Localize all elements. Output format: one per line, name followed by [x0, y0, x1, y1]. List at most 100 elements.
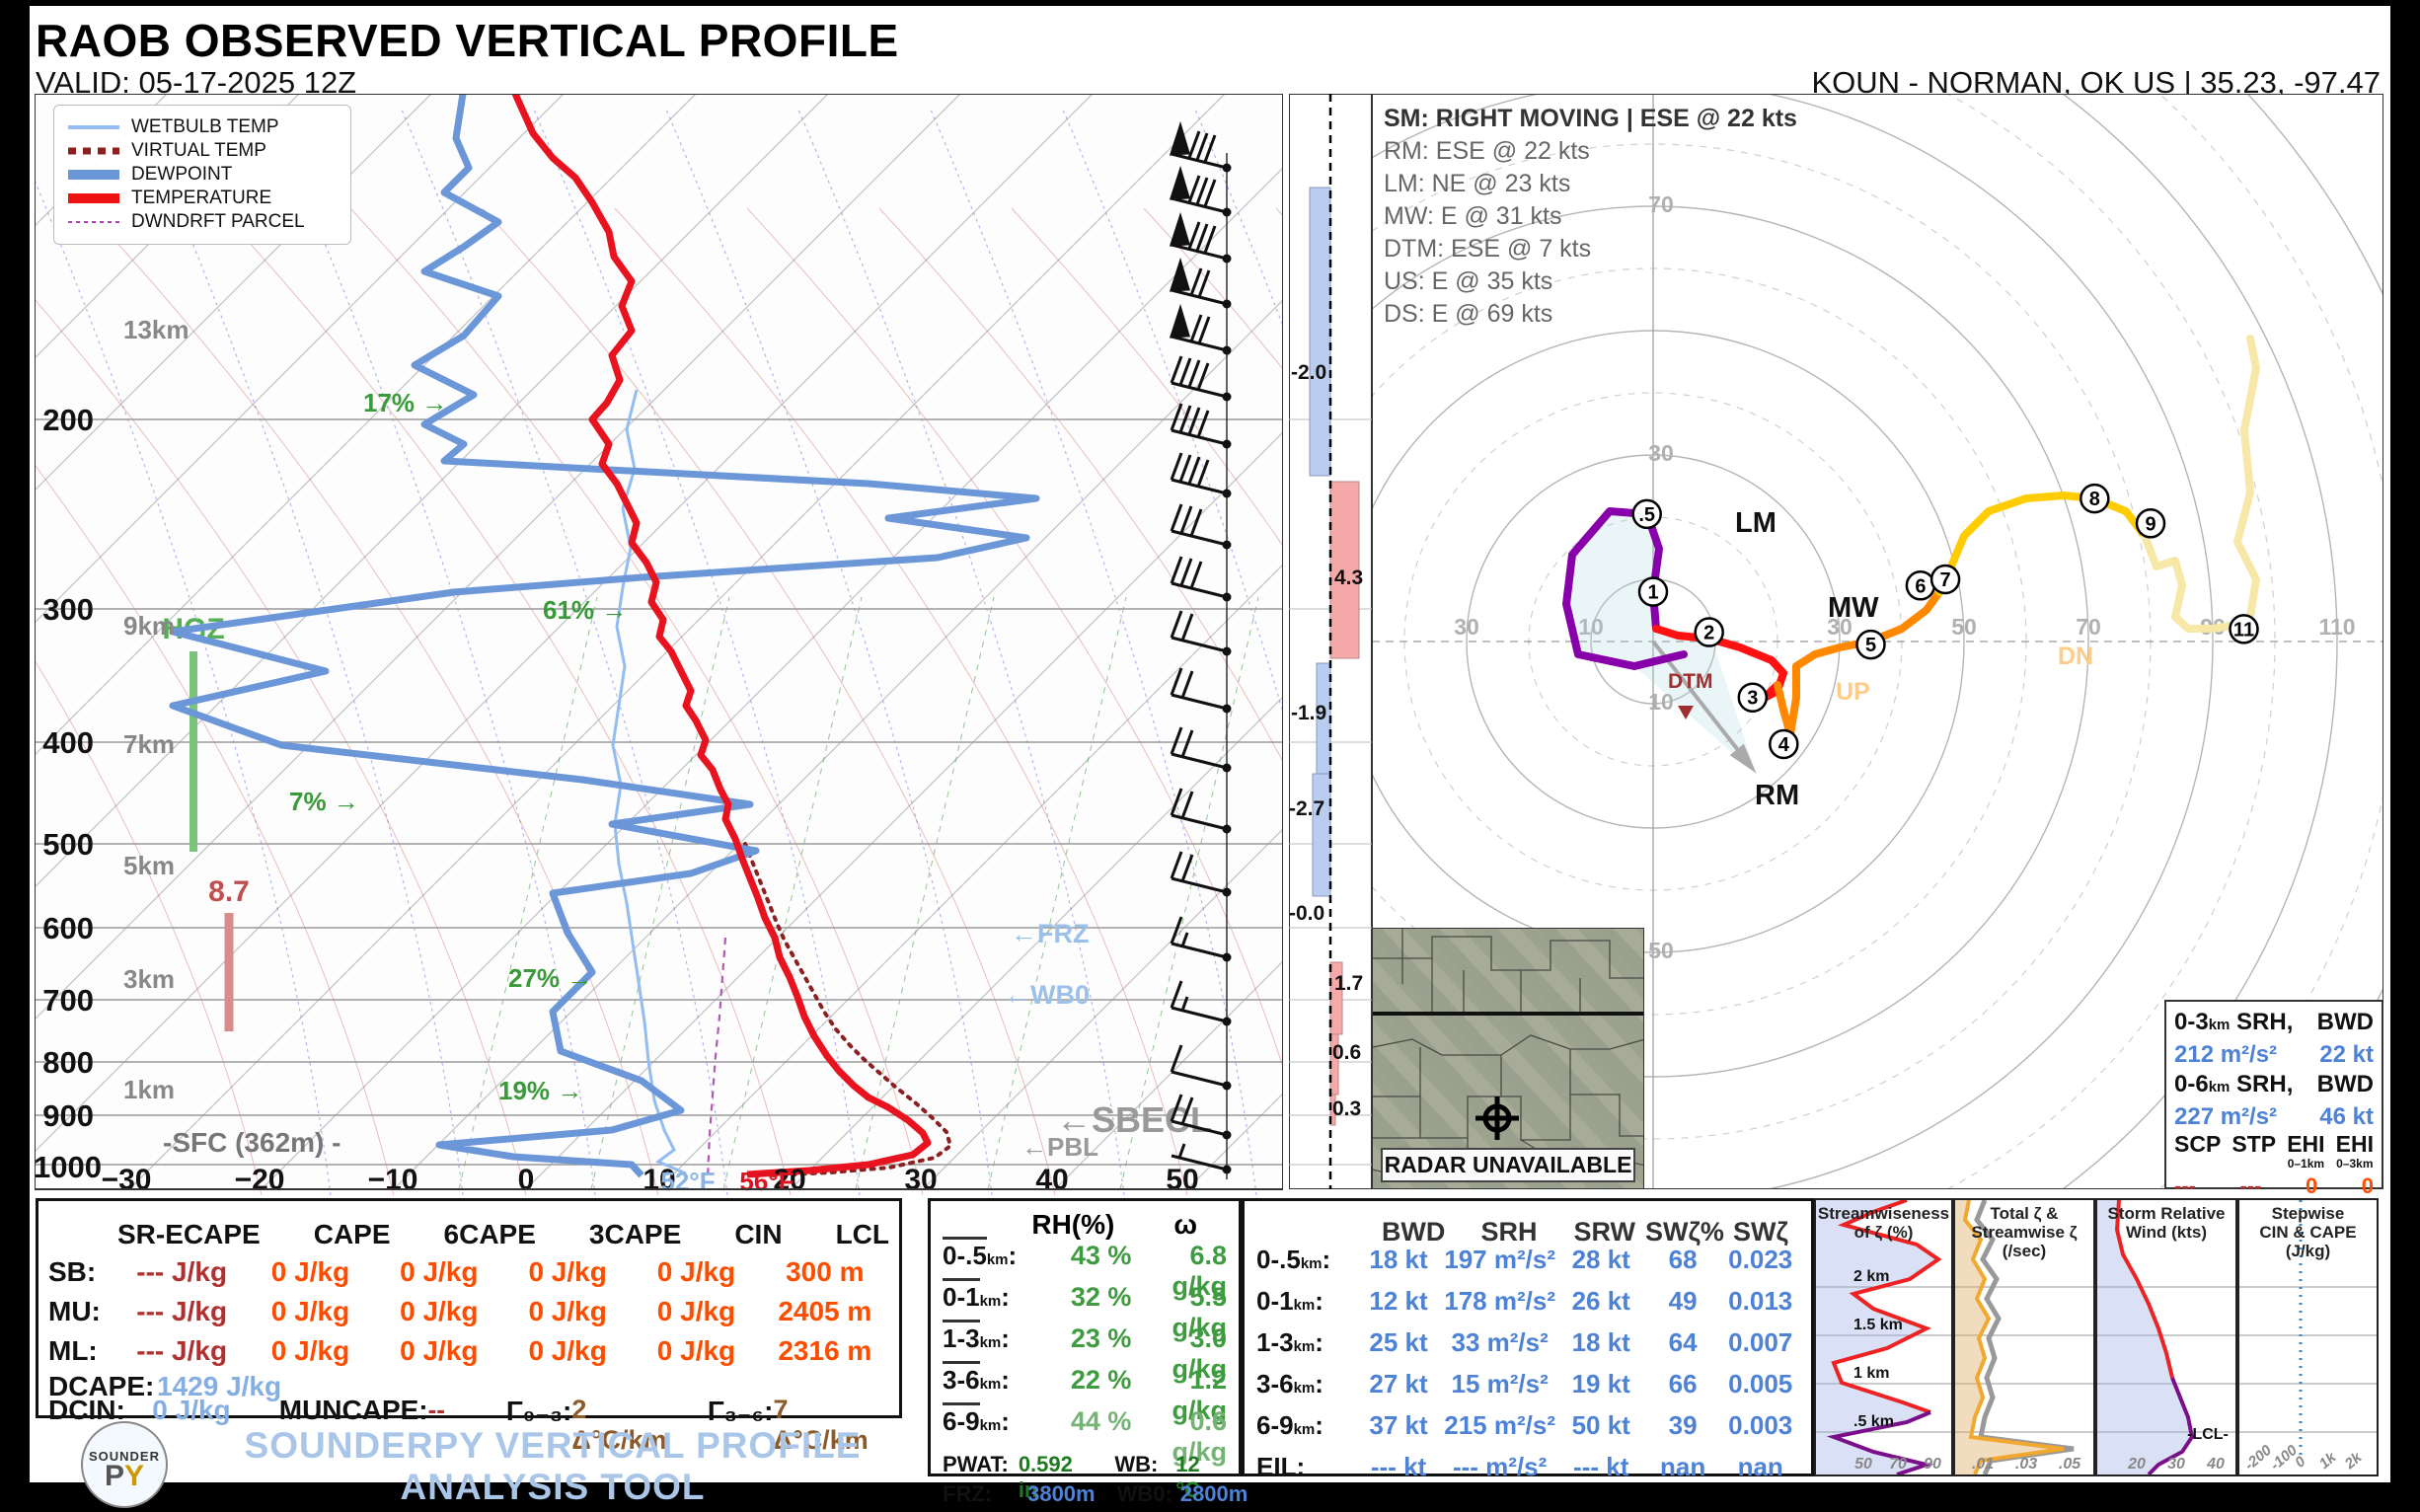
wind-barb-station-dot	[1222, 345, 1232, 355]
svg-text:.05: .05	[2059, 1456, 2081, 1473]
table-cell: 37 kt	[1369, 1410, 1428, 1440]
row-label: 0-.5km:	[1256, 1245, 1331, 1274]
svg-text:40: 40	[2206, 1456, 2225, 1473]
svg-text:1000: 1000	[35, 1150, 102, 1184]
svg-text:10: 10	[1578, 614, 1604, 640]
frz-label: FRZ:	[943, 1481, 993, 1506]
table-cell: nan	[1737, 1452, 1783, 1481]
legend-item-wetbulb: WETBULB TEMP	[68, 115, 337, 139]
table-cell: 18 kt	[1571, 1327, 1630, 1357]
table-cell: --- J/kg	[136, 1256, 228, 1287]
omega-values: -2.0 4.3 -1.9 -2.7 -0.0 1.7 0.6 0.3	[1289, 361, 1363, 1120]
row-label: ML:	[48, 1335, 98, 1366]
wind-barb-station-dot	[1222, 952, 1232, 962]
storm-relative-wind-panel: Storm Relative Wind (kts) -LCL- 20 30 40	[2095, 1198, 2237, 1476]
wind-barb-station-dot	[1222, 887, 1232, 897]
table-cell: --- J/kg	[136, 1335, 228, 1366]
wind-barb-station-dot	[1222, 439, 1232, 449]
stp-value: ---	[2239, 1173, 2262, 1198]
total-zeta-title: Total ζ & Streamwise ζ (/sec)	[1971, 1204, 2078, 1260]
table-cell: 0.005	[1728, 1369, 1793, 1399]
mixing-ratio-value: 1.2 g/kg	[1172, 1365, 1227, 1425]
table-cell: 0 J/kg	[400, 1296, 479, 1326]
hodo-level-label: 7	[1940, 569, 1951, 591]
dcin-value: 0 J/kg	[152, 1395, 231, 1425]
hodo-level-marker	[1769, 728, 1799, 760]
table-cell: 50 kt	[1571, 1410, 1630, 1440]
table-cell: 66	[1668, 1369, 1698, 1399]
svg-text:1.7: 1.7	[1334, 972, 1363, 995]
svg-text:90: 90	[1924, 1456, 1941, 1473]
table-cell: 0 J/kg	[528, 1256, 607, 1287]
hodo-level-label: 3	[1747, 688, 1758, 710]
hodo-level-label: 9	[2145, 513, 2155, 535]
svg-text:−30: −30	[102, 1164, 152, 1195]
mixing-ratio-value: 6.8 g/kg	[1172, 1241, 1227, 1301]
moisture-row: 6-9km: 44 % 0.6 g/kg	[943, 1402, 1227, 1467]
wb-value: 12 °C	[1175, 1452, 1200, 1502]
table-cell: 68	[1668, 1245, 1698, 1274]
svg-text:2 km: 2 km	[1853, 1268, 1889, 1285]
sm-line: DTM: ESE @ 7 kts	[1384, 235, 1592, 263]
table-cell: nan	[1660, 1452, 1706, 1481]
table-cell: 39	[1668, 1410, 1698, 1440]
svg-text:1km: 1km	[123, 1075, 175, 1104]
dewpoint-line-icon	[68, 170, 119, 180]
svg-text:-2.0: -2.0	[1291, 361, 1326, 384]
lcl-annotation: -LCL-	[2187, 1426, 2229, 1443]
svg-text:.03: .03	[2015, 1456, 2037, 1473]
row-label: SB:	[48, 1256, 97, 1287]
ehi-0-1-value: 0	[2305, 1173, 2318, 1198]
svg-text:0: 0	[518, 1164, 535, 1195]
hodograph-ring-labels: 30 10 30 50 70 90 110 70 30 10 50	[1454, 191, 2355, 963]
pwat-label: PWAT:	[943, 1452, 1009, 1476]
srw-chart: -LCL- 20 30 40	[2097, 1199, 2235, 1476]
hodo-level-marker	[2229, 614, 2259, 644]
thermo-row: SB: --- J/kg 0 J/kg 0 J/kg 0 J/kg 0 J/kg 300 m	[48, 1256, 889, 1288]
pressure-axis: 200 300 400 500 600 700 800 900 1000	[35, 403, 102, 1184]
table-cell: 0 J/kg	[270, 1335, 350, 1366]
rh-value: 43 %	[1070, 1241, 1132, 1270]
table-cell: 64	[1668, 1327, 1698, 1357]
srh-fill-area	[1566, 511, 1757, 775]
kinematics-row: 0-.5km: 18 kt 197 m²/s² 28 kt 68 0.023	[1256, 1245, 1799, 1286]
wb0-annotation: ←WB0	[1004, 980, 1090, 1010]
table-cell: 2316 m	[778, 1335, 872, 1366]
table-cell: 2405 m	[778, 1296, 872, 1326]
svg-text:13km: 13km	[123, 315, 189, 344]
svg-text:50: 50	[1854, 1456, 1872, 1473]
wind-barb-station-dot	[1222, 299, 1232, 309]
wind-barb-station-dot	[1222, 592, 1232, 602]
table-cell: 0 J/kg	[270, 1296, 350, 1326]
hodo-level-marker	[2135, 508, 2166, 539]
srh-bwd-stats-box: 0-3km SRH, BWD 212 m²/s² 22 kt 0-6km SRH, B…	[2164, 1000, 2383, 1198]
hodo-level-label: .5	[1638, 504, 1655, 526]
dtm-label: DTM	[1668, 670, 1713, 693]
dn-label: DN	[2058, 643, 2093, 670]
svg-text:2k: 2k	[2341, 1449, 2366, 1474]
temperature-trace	[511, 94, 932, 1178]
table-cell: --- kt	[1573, 1452, 1629, 1481]
kinematics-row: 1-3km: 25 kt 33 m²/s² 18 kt 64 0.007	[1256, 1327, 1799, 1369]
kinematics-row: 3-6km: 27 kt 15 m²/s² 19 kt 66 0.005	[1256, 1369, 1799, 1410]
wind-barb-station-dot	[1222, 1130, 1232, 1140]
svg-text:30: 30	[2167, 1456, 2185, 1473]
table-cell: --- J/kg	[136, 1296, 228, 1326]
ehi-0-3-label: EHI 0–3km	[2335, 1131, 2374, 1172]
kinematics-row: 6-9km: 37 kt 215 m²/s² 50 kt 39 0.003	[1256, 1410, 1799, 1452]
table-cell: --- m²/s²	[1452, 1452, 1548, 1481]
scp-label: SCP	[2174, 1131, 2222, 1157]
svg-text:600: 600	[42, 911, 94, 945]
lm-label: LM	[1735, 507, 1777, 539]
hodograph-level-markers: .5 1 2 3 4 5 6 7 8 9 11	[1631, 483, 2259, 760]
wind-barb-station-dot	[1222, 1165, 1232, 1174]
svg-text:-0.0: -0.0	[1289, 902, 1324, 925]
svg-text:200: 200	[42, 403, 94, 437]
skewt-legend: WETBULB TEMP VIRTUAL TEMP DEWPOINT TEMPE…	[53, 105, 351, 245]
svg-text:3km: 3km	[123, 964, 175, 994]
table-cell: 27 kt	[1369, 1369, 1428, 1399]
sm-line: MW: E @ 31 kts	[1384, 202, 1562, 230]
wind-barb-station-dot	[1222, 763, 1232, 773]
stepwise-cin-cape-panel: Stepwise CIN & CAPE (J/kg) -200 -100 0 1k …	[2237, 1198, 2379, 1476]
crosshair-icon	[1475, 1096, 1519, 1140]
